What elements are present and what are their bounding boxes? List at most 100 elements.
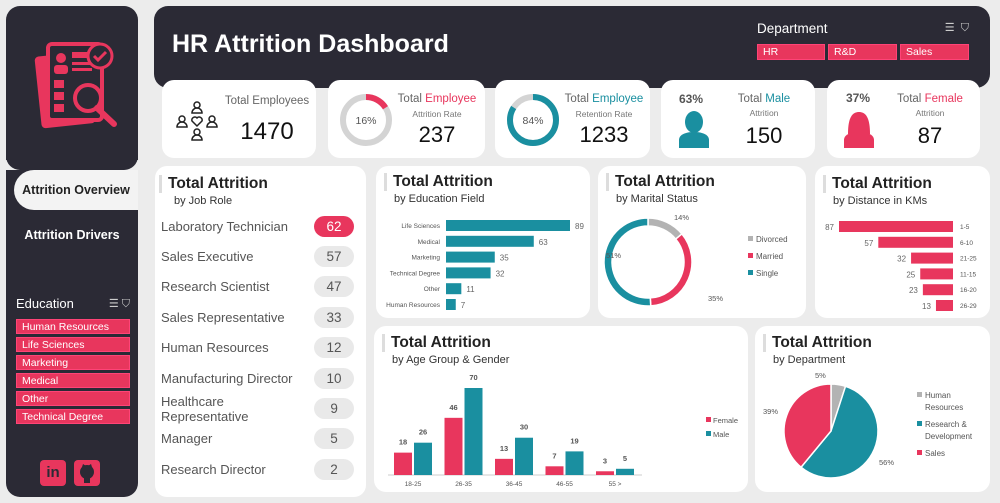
job-role-row: Sales Executive 57: [155, 241, 366, 271]
kpi-label: Total Employees: [224, 95, 310, 107]
kpi-retention-rate: 84% Total Employee Retention Rate 1233: [495, 80, 650, 158]
legend-label: Resources: [925, 403, 963, 412]
data-label: 30: [520, 423, 528, 432]
bar: [446, 267, 491, 279]
clear-filter-icon[interactable]: ⛉: [960, 22, 969, 34]
distance-card: Total Attrition by Distance in KMs 1-5 87 6…: [815, 166, 990, 318]
clear-filter-icon[interactable]: ⛉: [121, 297, 130, 310]
bar: [839, 221, 953, 232]
bar-label: 26-29: [960, 303, 977, 310]
multi-select-icon[interactable]: ☰: [944, 22, 955, 34]
hr-report-logo-icon: [34, 36, 120, 141]
distance-chart: 1-5 87 6-10 57 21-25 32 11-15 25 16-20 23 26-29 13: [825, 221, 977, 311]
legend-swatch: [748, 270, 753, 275]
linkedin-icon[interactable]: in: [40, 460, 66, 486]
kpi-female-attrition: 37% Total Female Attrition 87: [827, 80, 980, 158]
bar: [922, 284, 953, 296]
education-chip[interactable]: Human Resources: [16, 319, 130, 334]
bar-label: 21-25: [960, 256, 977, 263]
education-chip[interactable]: Life Sciences: [16, 337, 130, 352]
data-label: 32: [897, 255, 906, 264]
bar-label: Technical Degree: [390, 270, 441, 277]
data-label: 70: [469, 373, 477, 382]
header: HR Attrition Dashboard Department ☰ ⛉ HR…: [154, 6, 990, 88]
data-label: 87: [825, 223, 834, 232]
bar-label: 16-20: [960, 287, 977, 294]
job-role-row: Research Director 2: [155, 454, 366, 484]
x-tick-label: 36-45: [506, 481, 523, 488]
bar: [545, 466, 564, 475]
svg-text:16%: 16%: [355, 115, 376, 127]
data-label: 57: [864, 239, 873, 248]
data-label: 35%: [708, 294, 723, 303]
legend-label: Male: [713, 430, 729, 439]
data-label: 63: [539, 238, 548, 247]
data-label: 46: [449, 403, 457, 412]
marital-status-chart: 14% 35% 51% Divorced Married Single: [603, 213, 788, 307]
data-label: 7: [552, 451, 556, 460]
education-chip[interactable]: Other: [16, 391, 130, 406]
bar-label: Other: [424, 286, 441, 293]
job-role-label: Human Resources: [161, 340, 269, 356]
bar: [446, 251, 495, 263]
job-role-count: 5: [314, 428, 354, 450]
department-chip-hr[interactable]: HR: [757, 44, 825, 60]
bar: [596, 471, 614, 475]
nav-attrition-overview[interactable]: Attrition Overview: [14, 170, 138, 210]
job-role-row: Healthcare Representative 9: [155, 393, 366, 424]
legend-swatch: [917, 450, 922, 455]
bar: [446, 299, 456, 310]
department-slicer-title: Department: [757, 21, 828, 36]
legend-swatch: [748, 253, 753, 258]
attrition-rate-donut: 16%: [340, 94, 392, 146]
job-role-count: 57: [314, 246, 354, 268]
department-chart: 5% 56% 39% Human Resources Research & Developm…: [763, 371, 973, 479]
education-chip[interactable]: Medical: [16, 373, 130, 388]
job-role-label: Research Director: [161, 461, 266, 477]
retention-rate-donut: 84%: [507, 94, 559, 146]
data-label: 5: [623, 454, 627, 463]
svg-text:84%: 84%: [522, 115, 543, 127]
data-label: 32: [496, 269, 505, 278]
kpi-male-attrition: 63% Total Male Attrition 150: [661, 80, 815, 158]
bar: [446, 235, 534, 247]
job-role-label: Manufacturing Director: [161, 370, 293, 386]
nav-attrition-drivers[interactable]: Attrition Drivers: [24, 228, 120, 242]
job-role-row: Manufacturing Director 10: [155, 363, 366, 393]
job-role-row: Manager 5: [155, 424, 366, 454]
data-label: 13: [500, 444, 508, 453]
education-field-chart: Life Sciences 89 Medical 63 Marketing 35 Techn…: [386, 220, 584, 310]
page-title: HR Attrition Dashboard: [172, 30, 449, 58]
bar-label: Human Resources: [386, 302, 441, 309]
job-role-label: Healthcare Representative: [161, 393, 249, 424]
kpi-attrition-rate: 16% Total Employee Attrition Rate 237: [328, 80, 485, 158]
people-heart-icon: [176, 100, 218, 147]
job-role-count: 2: [314, 458, 354, 480]
department-card: Total Attrition by Department 5% 56% 39% Hum…: [755, 326, 990, 492]
bar: [911, 252, 953, 264]
job-role-label: Sales Executive: [161, 249, 254, 265]
education-chip[interactable]: Technical Degree: [16, 409, 130, 424]
job-role-count: 33: [314, 306, 354, 328]
department-chip-sales[interactable]: Sales: [900, 44, 969, 60]
job-role-row: Human Resources 12: [155, 333, 366, 363]
legend-swatch: [748, 236, 753, 241]
multi-select-icon[interactable]: ☰: [108, 297, 119, 310]
legend-swatch: [706, 417, 711, 422]
data-label: 5%: [815, 371, 826, 380]
card-subtitle: by Job Role: [174, 195, 233, 207]
bar: [464, 388, 483, 475]
bar: [444, 417, 463, 475]
education-chip[interactable]: Marketing: [16, 355, 130, 370]
github-icon[interactable]: [74, 460, 100, 486]
bar: [414, 442, 432, 475]
bar-label: Medical: [418, 239, 441, 246]
bar-label: Life Sciences: [401, 223, 440, 230]
kpi-value: 150: [745, 123, 783, 148]
job-role-row: Sales Representative 33: [155, 302, 366, 332]
legend-label: Female: [713, 416, 738, 425]
legend-label: Divorced: [756, 235, 788, 244]
job-role-label: Sales Representative: [161, 309, 285, 325]
department-chip-rd[interactable]: R&D: [828, 44, 897, 60]
pie-slice: [649, 232, 693, 307]
